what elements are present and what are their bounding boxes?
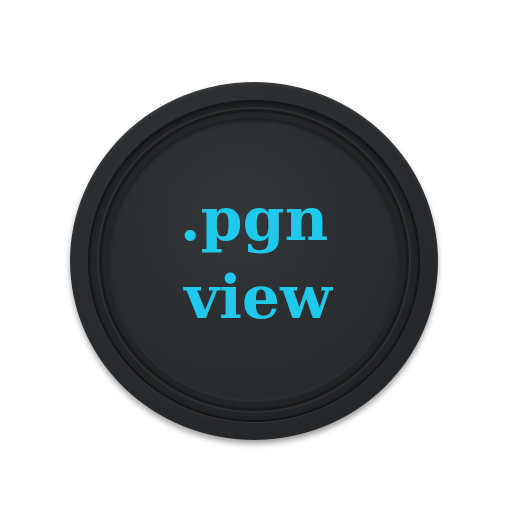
logo-text-pgn: .pgn — [179, 185, 329, 255]
logo-text-view: view — [184, 263, 332, 333]
round-button-face — [108, 118, 400, 402]
